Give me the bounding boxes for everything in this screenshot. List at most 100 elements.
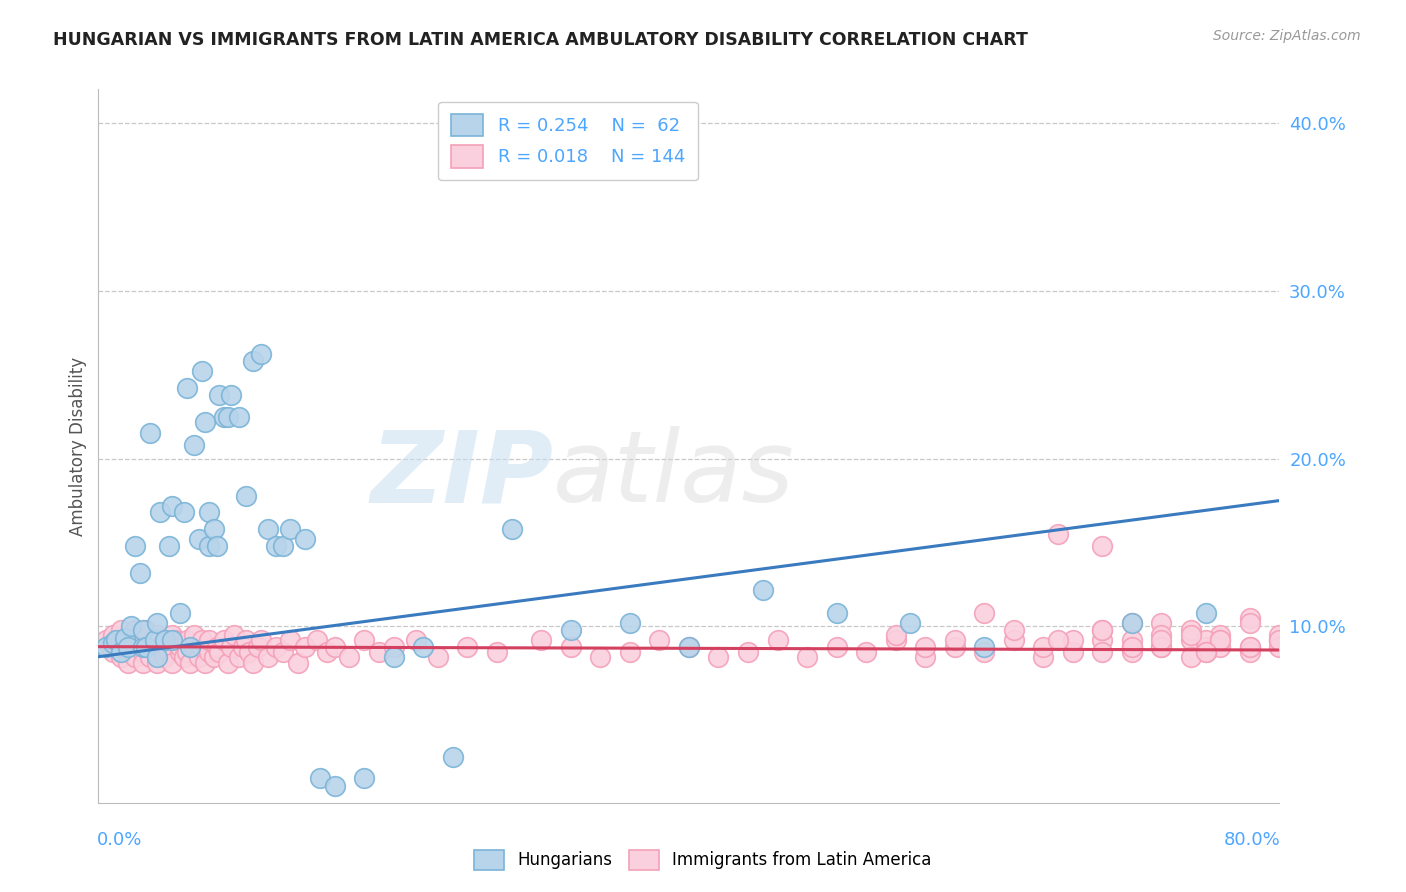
Legend: R = 0.254    N =  62, R = 0.018    N = 144: R = 0.254 N = 62, R = 0.018 N = 144 [439,102,697,180]
Point [1239,616,1261,631]
Point [132,645,155,659]
Point [117,657,139,671]
Point [232,640,254,654]
Point [162,657,183,671]
Point [441,750,464,764]
Point [382,649,405,664]
Point [183,640,205,654]
Point [766,632,789,647]
Point [1195,645,1218,659]
Point [205,640,228,654]
Point [228,649,250,664]
Point [235,632,257,647]
Point [162,632,183,647]
Point [198,505,221,519]
Point [1239,611,1261,625]
Point [678,640,700,654]
Point [1209,632,1232,647]
Point [143,632,166,647]
Point [132,632,155,647]
Point [884,632,907,647]
Point [124,649,146,664]
Point [368,645,391,659]
Point [825,640,848,654]
Point [1150,632,1173,647]
Point [208,645,231,659]
Text: 0.0%: 0.0% [97,831,142,849]
Point [1046,527,1070,541]
Point [191,364,214,378]
Point [149,640,172,654]
Point [382,640,405,654]
Point [305,632,328,647]
Point [242,657,264,671]
Point [238,645,260,659]
Point [1121,632,1143,647]
Point [198,645,221,659]
Point [235,489,257,503]
Point [157,539,180,553]
Point [257,649,280,664]
Text: Source: ZipAtlas.com: Source: ZipAtlas.com [1213,29,1361,43]
Point [205,539,228,553]
Point [103,645,125,659]
Point [486,645,509,659]
Point [1032,640,1054,654]
Point [157,645,180,659]
Point [1195,645,1218,659]
Point [183,628,205,642]
Point [501,522,523,536]
Point [117,640,139,654]
Legend: Hungarians, Immigrants from Latin America: Hungarians, Immigrants from Latin Americ… [467,843,939,877]
Point [707,649,730,664]
Point [124,623,146,637]
Point [280,632,302,647]
Point [589,649,612,664]
Text: atlas: atlas [553,426,794,523]
Point [1121,616,1143,631]
Point [162,628,183,642]
Point [1150,628,1173,642]
Point [1209,632,1232,647]
Point [224,628,246,642]
Text: HUNGARIAN VS IMMIGRANTS FROM LATIN AMERICA AMBULATORY DISABILITY CORRELATION CHA: HUNGARIAN VS IMMIGRANTS FROM LATIN AMERI… [53,31,1028,49]
Point [198,539,221,553]
Point [146,649,169,664]
Text: ZIP: ZIP [370,426,553,523]
Point [183,438,205,452]
Point [678,640,700,654]
Point [1121,640,1143,654]
Point [405,632,427,647]
Point [146,616,169,631]
Point [1239,640,1261,654]
Point [1091,623,1114,637]
Point [139,649,162,664]
Point [128,636,150,650]
Point [973,606,995,620]
Point [179,657,201,671]
Point [1002,632,1025,647]
Point [169,645,191,659]
Point [1046,632,1070,647]
Point [120,619,142,633]
Point [1062,632,1084,647]
Point [194,415,217,429]
Point [271,645,294,659]
Point [212,632,235,647]
Point [280,522,302,536]
Point [1180,628,1202,642]
Point [173,649,195,664]
Point [914,640,936,654]
Point [560,623,582,637]
Point [619,645,641,659]
Point [169,606,191,620]
Point [353,632,375,647]
Point [176,381,198,395]
Point [1209,628,1232,642]
Point [103,636,125,650]
Point [114,632,136,646]
Point [217,409,239,424]
Point [143,632,166,647]
Point [221,388,243,402]
Point [110,645,132,659]
